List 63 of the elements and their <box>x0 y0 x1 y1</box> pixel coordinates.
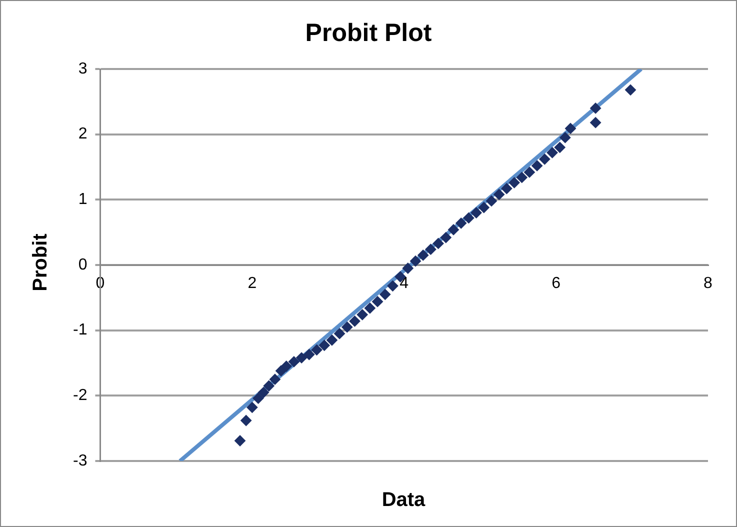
point <box>516 172 528 183</box>
point <box>590 117 602 128</box>
point <box>276 365 287 376</box>
point <box>501 183 512 194</box>
point <box>410 256 422 267</box>
y-tick-label: 0 <box>78 256 88 274</box>
x-axis-title: Data <box>380 489 426 512</box>
point <box>494 188 505 200</box>
x-tick-label: 4 <box>400 275 409 292</box>
chart-title: Probit Plot <box>304 19 433 48</box>
point <box>280 360 292 372</box>
point <box>356 309 368 320</box>
point <box>380 288 391 300</box>
point <box>387 280 398 292</box>
point <box>532 160 543 172</box>
x-tick-label: 2 <box>248 275 257 292</box>
point <box>470 207 482 218</box>
y-tick-label: -1 <box>72 322 88 339</box>
point <box>263 380 274 392</box>
point <box>326 334 338 346</box>
point <box>364 302 376 314</box>
point <box>478 202 490 214</box>
point <box>524 166 535 178</box>
point <box>448 224 459 236</box>
point <box>296 352 308 364</box>
x-tick-label: 8 <box>704 275 713 292</box>
point <box>318 340 330 351</box>
y-tick-label: -2 <box>72 387 88 404</box>
point <box>334 328 346 340</box>
point <box>418 250 429 261</box>
point <box>425 244 436 255</box>
point <box>463 212 474 224</box>
y-tick-label: 1 <box>78 191 88 208</box>
y-tick-label: -3 <box>72 452 88 470</box>
point <box>564 122 576 134</box>
point <box>486 195 497 206</box>
point <box>508 177 520 188</box>
y-axis-title: Probit <box>30 232 52 294</box>
point <box>349 316 360 327</box>
point <box>590 102 602 114</box>
point <box>288 356 300 368</box>
point <box>560 132 571 144</box>
point <box>539 154 550 165</box>
point <box>246 402 258 413</box>
point <box>304 349 315 360</box>
point <box>342 322 353 333</box>
x-tick-label: 6 <box>552 275 561 292</box>
point <box>546 147 558 158</box>
point <box>402 262 414 274</box>
point <box>258 386 270 398</box>
point <box>234 435 246 446</box>
point <box>440 232 452 244</box>
point <box>625 84 636 96</box>
point <box>269 374 280 385</box>
point <box>240 414 252 426</box>
point <box>311 344 322 356</box>
point <box>554 142 566 153</box>
point <box>432 238 444 249</box>
y-tick-label: 2 <box>78 126 88 143</box>
point <box>456 218 467 229</box>
point <box>372 296 384 308</box>
y-tick-label: 3 <box>78 60 88 78</box>
point <box>252 392 264 404</box>
